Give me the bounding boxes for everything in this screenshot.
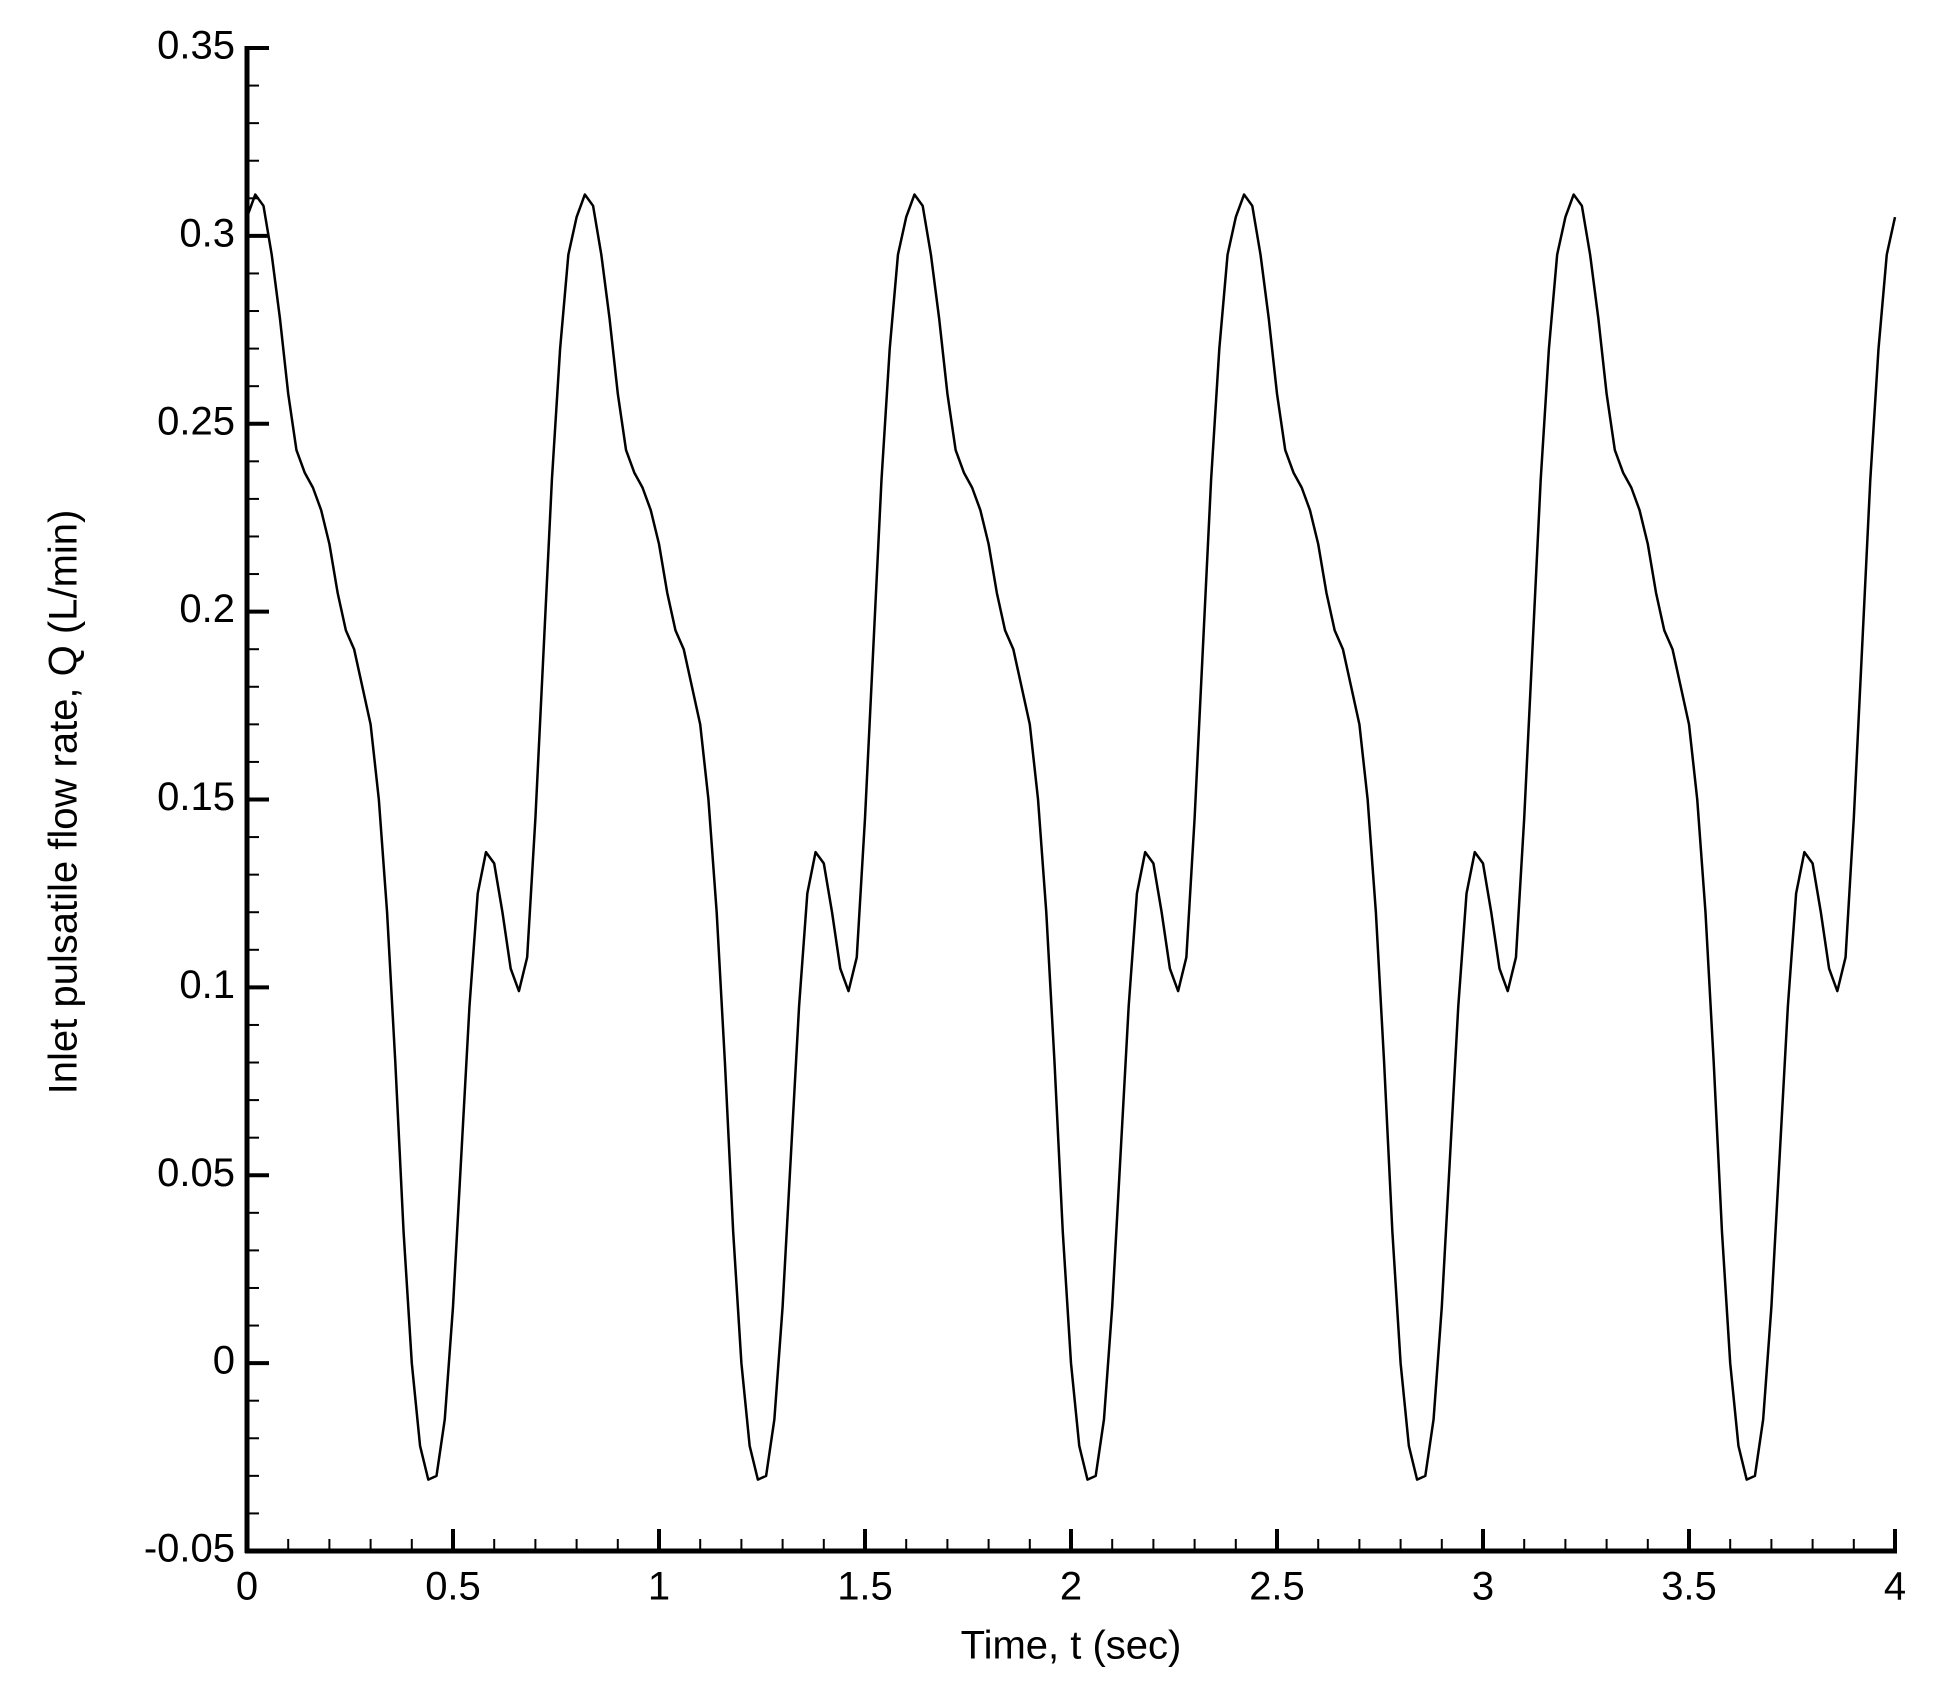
- y-axis-label: Inlet pulsatile flow rate, Q (L/min): [42, 510, 86, 1095]
- y-tick-label: 0.15: [157, 775, 235, 819]
- y-tick-label: 0: [213, 1339, 235, 1383]
- x-tick-label: 2: [1060, 1565, 1082, 1609]
- y-tick-label: -0.05: [144, 1527, 235, 1571]
- x-tick-label: 4: [1884, 1565, 1906, 1609]
- y-tick-label: 0.35: [157, 24, 235, 68]
- x-tick-label: 1.5: [837, 1565, 893, 1609]
- y-tick-label: 0.2: [179, 587, 235, 631]
- x-tick-label: 2.5: [1249, 1565, 1305, 1609]
- y-tick-label: 0.05: [157, 1151, 235, 1195]
- y-tick-label: 0.1: [179, 963, 235, 1007]
- x-tick-label: 0: [236, 1565, 258, 1609]
- y-tick-label: 0.25: [157, 399, 235, 443]
- y-tick-label: 0.3: [179, 211, 235, 255]
- x-tick-label: 1: [648, 1565, 670, 1609]
- data-line: [245, 193, 1897, 1481]
- x-tick-label: 3.5: [1661, 1565, 1717, 1609]
- x-axis-label: Time, t (sec): [961, 1624, 1182, 1668]
- x-tick-label: 0.5: [425, 1565, 481, 1609]
- x-tick-label: 3: [1472, 1565, 1494, 1609]
